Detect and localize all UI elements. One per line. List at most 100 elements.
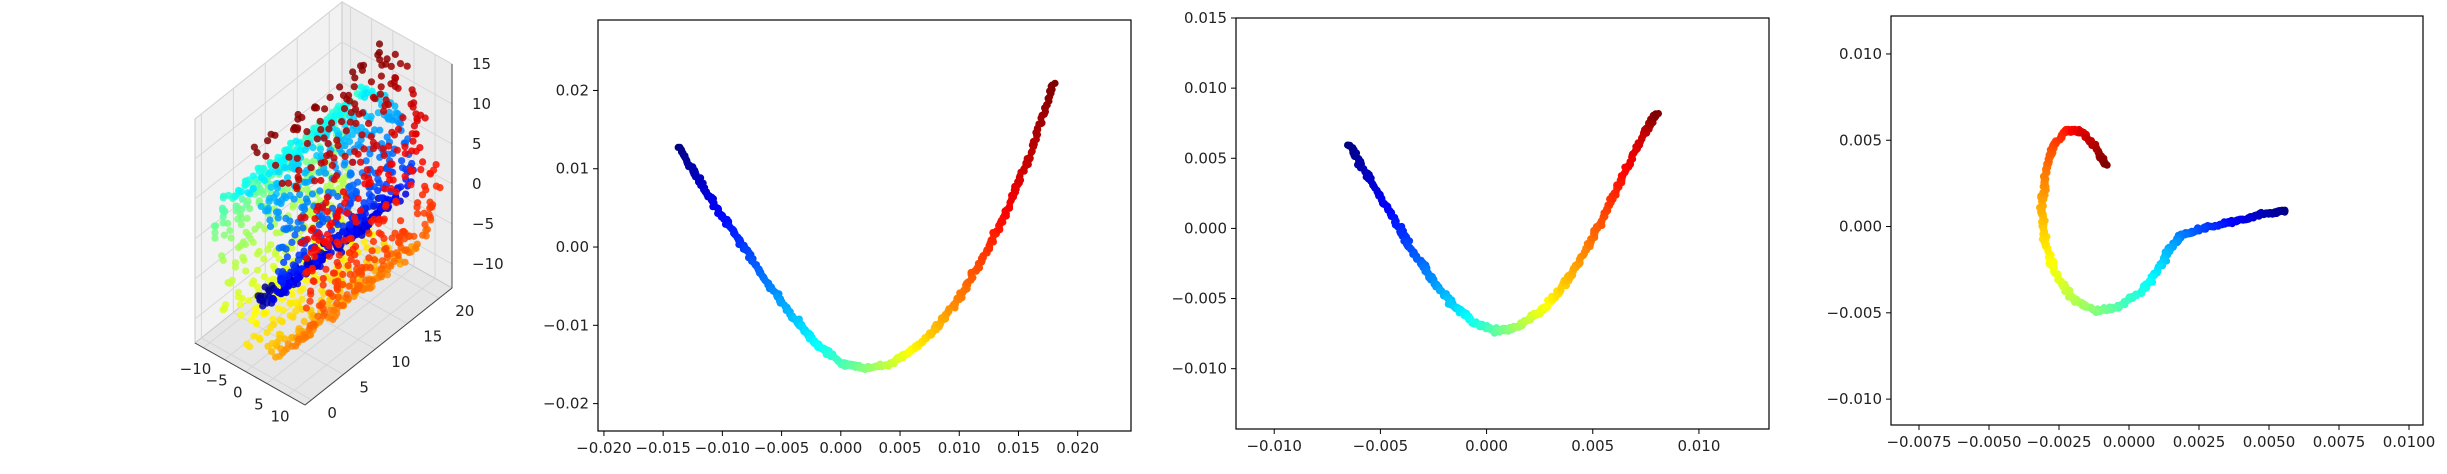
data-point bbox=[297, 239, 306, 247]
data-point bbox=[342, 127, 350, 135]
data-point bbox=[275, 305, 283, 313]
data-point bbox=[301, 169, 309, 177]
z-tick-label: 10 bbox=[472, 95, 491, 113]
data-point bbox=[316, 145, 325, 153]
x-tick-label: −0.010 bbox=[1246, 437, 1302, 455]
data-point bbox=[307, 287, 315, 295]
data-point bbox=[311, 233, 319, 241]
axis-lines bbox=[194, 64, 453, 406]
data-point bbox=[251, 310, 259, 318]
grid-line bbox=[266, 266, 415, 384]
data-point bbox=[346, 118, 354, 126]
data-point bbox=[329, 269, 337, 277]
x-axis-line bbox=[194, 342, 306, 406]
data-point bbox=[380, 151, 388, 160]
data-point bbox=[331, 278, 339, 286]
data-point bbox=[313, 104, 321, 112]
data-point bbox=[402, 190, 410, 198]
data-point bbox=[391, 50, 399, 59]
data-point bbox=[321, 169, 329, 177]
data-point bbox=[243, 214, 251, 222]
data-point bbox=[250, 332, 258, 340]
data-point bbox=[394, 84, 402, 92]
data-point bbox=[315, 221, 323, 229]
data-point bbox=[295, 176, 303, 184]
data-point bbox=[260, 273, 268, 281]
data-point bbox=[363, 166, 371, 174]
data-point bbox=[341, 142, 349, 150]
x-tick-label: −0.0050 bbox=[1956, 433, 2021, 451]
data-point bbox=[273, 184, 282, 192]
data-point bbox=[347, 169, 355, 177]
data-point bbox=[282, 214, 290, 222]
data-point bbox=[385, 171, 393, 179]
y-tick-label: −0.005 bbox=[1826, 304, 1882, 322]
x-tick-label: 0.005 bbox=[1571, 437, 1614, 455]
data-point bbox=[421, 220, 429, 228]
data-point bbox=[333, 136, 341, 144]
data-point bbox=[329, 204, 337, 212]
chart-panel-3: −0.0075 −0.0050 −0.0025 0.0000 0.0025 0.0050 0… bbox=[1826, 15, 2435, 451]
data-point bbox=[376, 126, 384, 134]
data-point bbox=[237, 311, 245, 319]
data-point bbox=[410, 122, 418, 130]
data-point bbox=[248, 279, 256, 288]
data-point bbox=[357, 158, 365, 166]
data-point bbox=[317, 126, 325, 134]
grid-line bbox=[287, 278, 436, 396]
data-point bbox=[319, 275, 327, 283]
data-point bbox=[299, 224, 307, 232]
data-point bbox=[339, 270, 347, 278]
data-point bbox=[266, 216, 274, 224]
data-point bbox=[365, 254, 373, 262]
data-point bbox=[334, 293, 342, 301]
data-point bbox=[243, 200, 251, 209]
data-point bbox=[289, 126, 298, 134]
data-point bbox=[367, 78, 375, 86]
data-point bbox=[325, 252, 333, 260]
data-point bbox=[339, 188, 347, 196]
data-point bbox=[264, 342, 272, 350]
data-point bbox=[231, 192, 239, 201]
data-point bbox=[281, 164, 289, 172]
data-point bbox=[302, 195, 310, 203]
data-point bbox=[255, 247, 263, 255]
data-point bbox=[265, 286, 273, 294]
data-point bbox=[333, 284, 341, 292]
data-point bbox=[296, 287, 304, 295]
data-point bbox=[226, 279, 234, 287]
data-point bbox=[384, 113, 392, 122]
data-point bbox=[315, 168, 323, 176]
data-point bbox=[352, 119, 360, 127]
data-point bbox=[315, 302, 323, 310]
data-point bbox=[401, 143, 409, 151]
data-point bbox=[308, 190, 316, 198]
data-point bbox=[280, 258, 288, 266]
y-tick-label: 0.00 bbox=[556, 238, 589, 256]
data-point bbox=[310, 124, 318, 132]
data-point bbox=[303, 185, 311, 193]
data-point bbox=[322, 265, 330, 273]
data-point bbox=[220, 231, 228, 239]
data-point bbox=[401, 258, 409, 266]
data-point bbox=[365, 119, 373, 127]
data-point bbox=[296, 191, 304, 199]
data-point bbox=[243, 340, 251, 348]
data-point bbox=[397, 217, 405, 225]
y-tick-label: −0.010 bbox=[1826, 390, 1882, 408]
data-point bbox=[237, 221, 245, 229]
data-point bbox=[293, 154, 301, 162]
data-point bbox=[239, 253, 247, 261]
data-point bbox=[211, 234, 219, 242]
data-point bbox=[311, 177, 319, 185]
data-point bbox=[323, 152, 331, 160]
data-point bbox=[374, 169, 382, 177]
data-point bbox=[414, 210, 422, 218]
data-point bbox=[369, 277, 377, 285]
x-tick-label: 0.0050 bbox=[2243, 433, 2296, 451]
data-point bbox=[331, 111, 339, 120]
data-point bbox=[231, 263, 240, 271]
data-point bbox=[426, 204, 434, 212]
data-point bbox=[293, 225, 301, 233]
data-point bbox=[328, 161, 336, 169]
